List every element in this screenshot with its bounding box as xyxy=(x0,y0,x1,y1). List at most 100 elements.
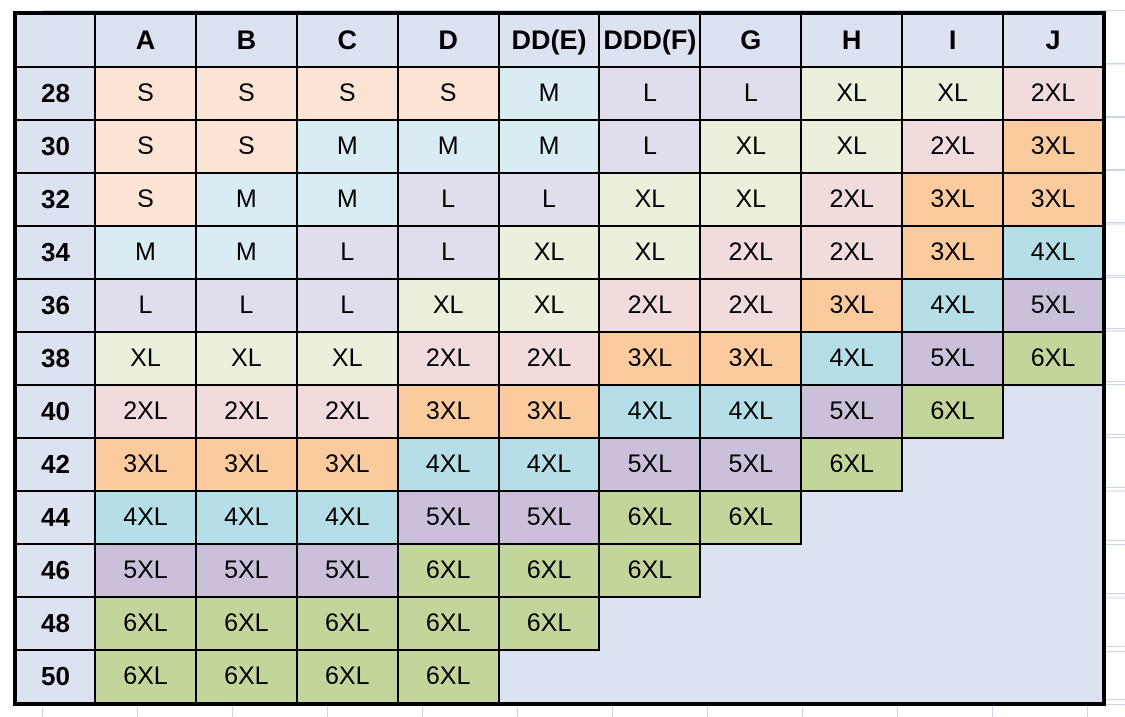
size-cell[interactable]: 2XL xyxy=(800,172,904,227)
size-cell[interactable]: 2XL xyxy=(901,119,1005,174)
column-header-cup-b[interactable]: B xyxy=(194,12,298,68)
size-cell[interactable]: 6XL xyxy=(94,649,197,705)
size-cell[interactable]: S xyxy=(94,172,197,227)
size-cell[interactable]: XL xyxy=(295,331,399,386)
empty-cell[interactable] xyxy=(801,650,903,704)
size-cell[interactable]: L xyxy=(699,66,803,121)
empty-cell[interactable] xyxy=(1003,438,1104,491)
size-cell[interactable]: 2XL xyxy=(1002,66,1105,121)
size-cell[interactable]: 6XL xyxy=(800,437,904,492)
size-cell[interactable]: 2XL xyxy=(94,384,197,439)
size-cell[interactable]: 2XL xyxy=(295,384,399,439)
empty-cell[interactable] xyxy=(902,597,1004,650)
size-cell[interactable]: 5XL xyxy=(901,331,1005,386)
size-cell[interactable]: 6XL xyxy=(598,490,702,545)
size-cell[interactable]: 6XL xyxy=(396,649,500,705)
size-cell[interactable]: L xyxy=(295,225,399,280)
size-cell[interactable]: 6XL xyxy=(94,596,197,651)
size-cell[interactable]: 5XL xyxy=(194,543,298,598)
size-cell[interactable]: 6XL xyxy=(194,596,298,651)
size-cell[interactable]: 3XL xyxy=(901,225,1005,280)
size-cell[interactable]: XL xyxy=(901,66,1005,121)
column-header-cup-j[interactable]: J xyxy=(1002,12,1105,68)
size-cell[interactable]: M xyxy=(295,119,399,174)
size-cell[interactable]: XL xyxy=(699,119,803,174)
size-cell[interactable]: 6XL xyxy=(295,596,399,651)
size-cell[interactable]: XL xyxy=(800,66,904,121)
size-cell[interactable]: 5XL xyxy=(699,437,803,492)
size-cell[interactable]: L xyxy=(94,278,197,333)
size-cell[interactable]: L xyxy=(497,172,601,227)
row-header-band-44[interactable]: 44 xyxy=(14,490,96,545)
empty-cell[interactable] xyxy=(801,544,903,597)
size-cell[interactable]: 3XL xyxy=(194,437,298,492)
row-header-band-48[interactable]: 48 xyxy=(14,596,96,651)
empty-cell[interactable] xyxy=(902,650,1004,704)
size-cell[interactable]: M xyxy=(94,225,197,280)
size-cell[interactable]: 6XL xyxy=(396,543,500,598)
empty-cell[interactable] xyxy=(1003,597,1104,650)
size-cell[interactable]: 6XL xyxy=(699,490,803,545)
size-cell[interactable]: M xyxy=(194,225,298,280)
size-cell[interactable]: 3XL xyxy=(396,384,500,439)
size-cell[interactable]: 6XL xyxy=(497,596,601,651)
row-header-band-32[interactable]: 32 xyxy=(14,172,96,227)
size-cell[interactable]: 5XL xyxy=(94,543,197,598)
size-cell[interactable]: 2XL xyxy=(396,331,500,386)
empty-cell[interactable] xyxy=(1003,544,1104,597)
size-cell[interactable]: 5XL xyxy=(497,490,601,545)
size-cell[interactable]: 2XL xyxy=(598,278,702,333)
empty-cell[interactable] xyxy=(1003,650,1104,704)
size-cell[interactable]: 2XL xyxy=(497,331,601,386)
size-cell[interactable]: 5XL xyxy=(295,543,399,598)
size-cell[interactable]: L xyxy=(194,278,298,333)
empty-cell[interactable] xyxy=(902,438,1004,491)
size-cell[interactable]: S xyxy=(194,119,298,174)
size-cell[interactable]: 4XL xyxy=(497,437,601,492)
size-cell[interactable]: M xyxy=(194,172,298,227)
size-cell[interactable]: 4XL xyxy=(396,437,500,492)
size-cell[interactable]: 5XL xyxy=(598,437,702,492)
empty-cell[interactable] xyxy=(599,650,701,704)
row-header-band-40[interactable]: 40 xyxy=(14,384,96,439)
row-header-band-28[interactable]: 28 xyxy=(14,66,96,121)
size-cell[interactable]: XL xyxy=(699,172,803,227)
size-cell[interactable]: L xyxy=(396,172,500,227)
size-cell[interactable]: 4XL xyxy=(1002,225,1105,280)
size-cell[interactable]: 6XL xyxy=(295,649,399,705)
column-header-cup-dddf[interactable]: DDD(F) xyxy=(598,12,702,68)
empty-cell[interactable] xyxy=(1003,385,1104,438)
size-cell[interactable]: XL xyxy=(497,225,601,280)
size-cell[interactable]: 3XL xyxy=(1002,172,1105,227)
size-cell[interactable]: M xyxy=(497,66,601,121)
size-cell[interactable]: 4XL xyxy=(901,278,1005,333)
size-cell[interactable]: 3XL xyxy=(94,437,197,492)
empty-cell[interactable] xyxy=(700,597,802,650)
size-cell[interactable]: 4XL xyxy=(800,331,904,386)
row-header-band-36[interactable]: 36 xyxy=(14,278,96,333)
size-cell[interactable]: 4XL xyxy=(94,490,197,545)
size-cell[interactable]: 4XL xyxy=(699,384,803,439)
size-cell[interactable]: 5XL xyxy=(1002,278,1105,333)
size-cell[interactable]: S xyxy=(396,66,500,121)
size-cell[interactable]: XL xyxy=(598,225,702,280)
row-header-band-42[interactable]: 42 xyxy=(14,437,96,492)
size-cell[interactable]: M xyxy=(497,119,601,174)
size-cell[interactable]: S xyxy=(194,66,298,121)
size-cell[interactable]: XL xyxy=(94,331,197,386)
size-cell[interactable]: 3XL xyxy=(901,172,1005,227)
empty-cell[interactable] xyxy=(599,597,701,650)
size-cell[interactable]: 3XL xyxy=(1002,119,1105,174)
size-cell[interactable]: L xyxy=(598,119,702,174)
size-cell[interactable]: S xyxy=(295,66,399,121)
size-cell[interactable]: 6XL xyxy=(598,543,702,598)
size-cell[interactable]: 5XL xyxy=(396,490,500,545)
size-cell[interactable]: 3XL xyxy=(598,331,702,386)
size-cell[interactable]: 3XL xyxy=(497,384,601,439)
size-cell[interactable]: XL xyxy=(598,172,702,227)
size-cell[interactable]: XL xyxy=(396,278,500,333)
row-header-band-46[interactable]: 46 xyxy=(14,543,96,598)
column-header-cup-i[interactable]: I xyxy=(901,12,1005,68)
empty-cell[interactable] xyxy=(700,544,802,597)
column-header-cup-a[interactable]: A xyxy=(94,12,197,68)
